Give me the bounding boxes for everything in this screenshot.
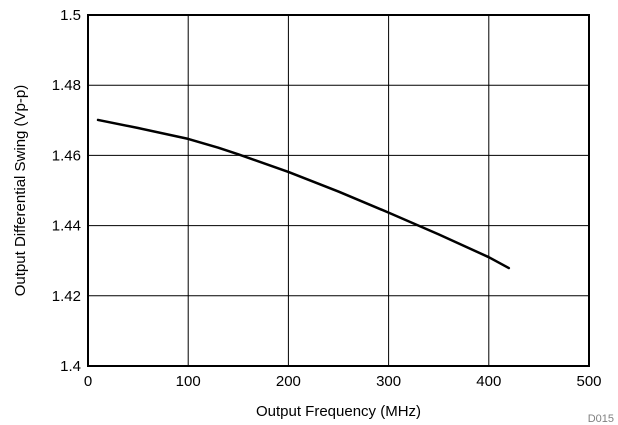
x-tick-label: 500: [576, 373, 601, 390]
x-axis-title: Output Frequency (MHz): [256, 403, 421, 420]
y-tick-labels: 1.4 1.42 1.44 1.46 1.48 1.5: [52, 7, 81, 375]
x-tick-labels: 0 100 200 300 400 500: [84, 373, 602, 390]
figure-id: D015: [588, 413, 614, 425]
x-tick-label: 300: [376, 373, 401, 390]
y-axis-title: Output Differential Swing (Vp-p): [12, 85, 29, 297]
plot-frame: [87, 14, 590, 367]
x-tick-label: 100: [176, 373, 201, 390]
y-tick-label: 1.46: [52, 147, 81, 164]
x-tick-label: 200: [276, 373, 301, 390]
x-tick-label: 0: [84, 373, 92, 390]
y-tick-label: 1.48: [52, 77, 81, 94]
y-tick-label: 1.4: [60, 358, 81, 375]
x-tick-label: 400: [476, 373, 501, 390]
series-layer: [96, 118, 511, 270]
series-line: [96, 118, 511, 270]
y-tick-label: 1.5: [60, 7, 81, 24]
y-tick-label: 1.42: [52, 288, 81, 305]
gridlines: [88, 15, 589, 366]
y-tick-label: 1.44: [52, 218, 81, 235]
